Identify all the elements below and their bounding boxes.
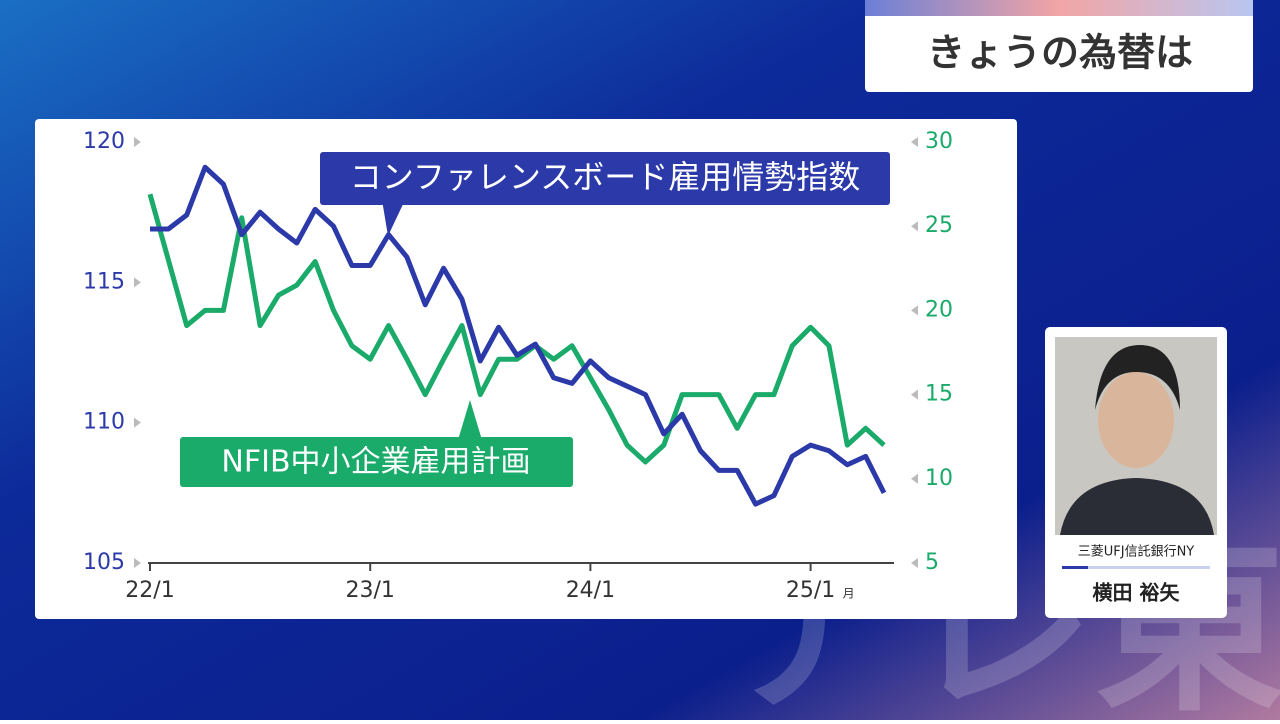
annotation-box bbox=[320, 152, 890, 205]
y2-tick bbox=[911, 558, 918, 568]
y-tick-label: 105 bbox=[83, 550, 125, 575]
y2-tick-label: 25 bbox=[925, 213, 953, 238]
annotation-pointer bbox=[382, 200, 405, 236]
speaker-hair bbox=[1095, 345, 1180, 410]
speaker-name: 横田 裕矢 bbox=[1093, 581, 1181, 605]
annotation-label: NFIB中小企業雇用計画 bbox=[221, 445, 530, 480]
y2-tick-label: 30 bbox=[925, 129, 953, 154]
y2-tick-label: 20 bbox=[925, 297, 953, 322]
x-unit: 月 bbox=[843, 587, 855, 601]
y-tick-label: 110 bbox=[83, 410, 125, 435]
annotation-label: コンファレンスボード雇用情勢指数 bbox=[350, 158, 860, 196]
series-line bbox=[147, 193, 886, 465]
y2-tick bbox=[911, 305, 918, 316]
speaker-face bbox=[1098, 372, 1174, 468]
y2-tick bbox=[911, 473, 918, 484]
y2-tick-label: 15 bbox=[925, 382, 953, 407]
y2-tick-label: 10 bbox=[925, 466, 953, 491]
y2-tick-label: 5 bbox=[925, 550, 939, 575]
y-tick bbox=[134, 417, 141, 428]
y-tick bbox=[134, 558, 141, 568]
y-tick-label: 120 bbox=[83, 129, 125, 154]
x-tick-label: 24/1 bbox=[566, 578, 615, 603]
speaker-company: 三菱UFJ信託銀行NY bbox=[1078, 544, 1195, 560]
annotation-box bbox=[180, 437, 573, 487]
header-box bbox=[865, 0, 1253, 92]
y2-tick bbox=[911, 389, 918, 400]
annotation-pointer bbox=[458, 400, 482, 440]
series-line bbox=[150, 164, 887, 507]
speaker-rule bbox=[1062, 566, 1210, 569]
header-strip bbox=[865, 0, 1253, 16]
x-tick-label: 23/1 bbox=[345, 578, 394, 603]
x-tick-label: 25/1 bbox=[786, 578, 835, 603]
header-title: きょうの為替は bbox=[927, 31, 1193, 75]
speaker-suit bbox=[1060, 478, 1214, 535]
y2-tick bbox=[911, 221, 918, 232]
y-tick bbox=[134, 277, 141, 288]
y2-tick bbox=[911, 137, 918, 147]
y-tick-label: 115 bbox=[83, 269, 125, 294]
speaker-rule-accent bbox=[1062, 566, 1088, 569]
x-tick-label: 22/1 bbox=[125, 578, 174, 603]
y-tick bbox=[134, 137, 141, 147]
